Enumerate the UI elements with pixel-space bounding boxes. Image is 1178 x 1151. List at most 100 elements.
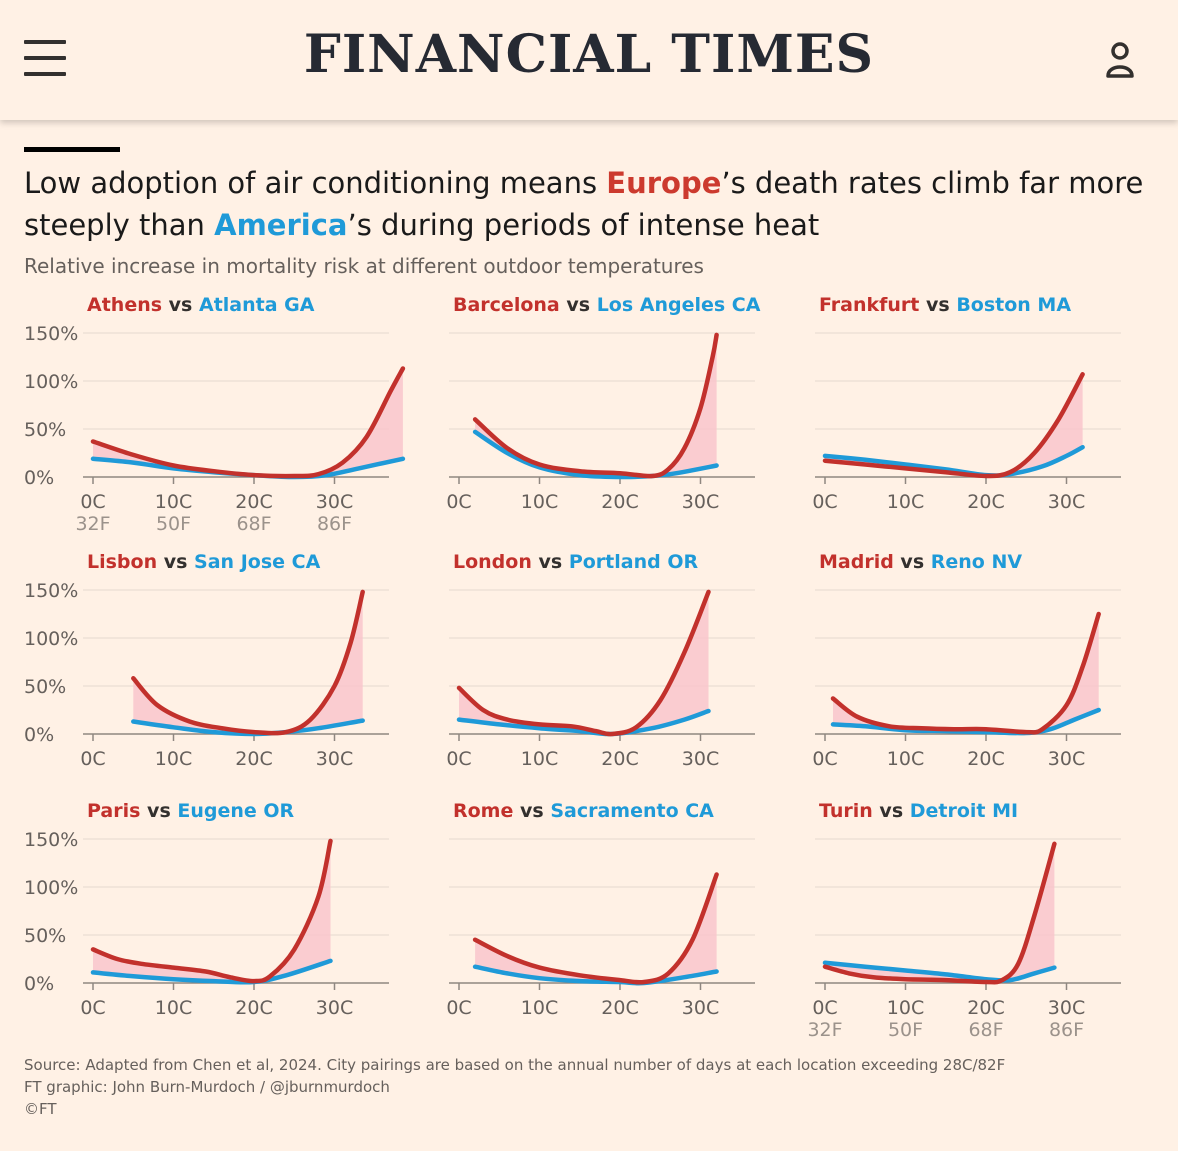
europe-series-line [472,872,719,985]
x-tick-label-c: 0C [812,997,837,1019]
chart-footer: Source: Adapted from Chen et al, 2024. C… [24,1054,1005,1120]
europe-series-line [131,589,365,736]
x-tick-label-c: 20C [601,748,638,770]
europe-series-line [472,332,719,479]
brand-logo[interactable]: FINANCIAL TIMES [303,24,875,85]
x-tick-label-c: 10C [521,491,558,513]
vs-label: vs [157,551,195,573]
panel-title: Frankfurt vs Boston MA [819,294,1071,316]
x-tick-label-c: 20C [235,491,272,513]
vs-label: vs [513,800,551,822]
vs-label: vs [872,800,910,822]
chart-headline: Low adoption of air conditioning means E… [24,162,1144,246]
europe-series-line [456,589,711,737]
us-city-label: Eugene OR [177,800,295,822]
x-tick-label-c: 0C [446,748,471,770]
us-series-line [472,964,719,986]
x-tick-label-c: 0C [80,491,105,513]
y-tick-label: 0% [24,724,54,746]
gap-area [459,591,709,735]
vs-label: vs [162,294,199,316]
y-tick-label: 100% [24,877,78,899]
y-tick-label: 150% [24,323,78,345]
headline-europe: Europe [606,166,722,200]
x-tick-label-c: 0C [812,748,837,770]
gap-area [825,843,1055,983]
europe-series-line [830,611,1101,735]
x-tick-label-c: 20C [601,997,638,1019]
us-series-line [90,958,333,985]
x-tick-label-c: 30C [682,748,719,770]
x-tick-label-c: 20C [235,997,272,1019]
panel-title: London vs Portland OR [453,551,698,573]
us-series-line [830,707,1101,736]
headline-rule [24,147,120,152]
y-tick-label: 100% [24,628,78,650]
y-tick-label: 0% [24,973,54,995]
panel-title: Lisbon vs San Jose CA [87,551,320,573]
headline-part2: ’s death rates climb far more steeply th… [24,166,1144,242]
y-tick-label: 150% [24,580,78,602]
gap-area [93,368,403,477]
y-tick-label: 50% [24,676,66,698]
europe-city-label: London [453,551,532,573]
europe-city-label: Paris [87,800,141,822]
x-tick-label-c: 30C [1048,997,1085,1019]
europe-city-label: Madrid [819,551,894,573]
x-tick-label-c: 20C [235,748,272,770]
us-city-label: San Jose CA [194,551,321,573]
x-tick-label-c: 10C [887,997,924,1019]
x-tick-label-c: 20C [967,491,1004,513]
x-tick-label-c: 0C [80,748,105,770]
x-tick-label-c: 10C [155,748,192,770]
europe-city-label: Rome [453,800,514,822]
vs-label: vs [140,800,178,822]
europe-city-label: Turin [819,800,873,822]
x-tick-label-c: 10C [155,491,192,513]
europe-city-label: Frankfurt [819,294,920,316]
us-city-label: Boston MA [956,294,1072,316]
x-tick-label-c: 10C [521,748,558,770]
x-tick-label-c: 30C [682,997,719,1019]
x-tick-label-f: 68F [236,513,271,535]
panel-title: Athens vs Atlanta GA [87,294,314,316]
x-tick-label-f: 32F [75,513,110,535]
us-city-label: Sacramento CA [550,800,714,822]
us-city-label: Los Angeles CA [596,294,761,316]
x-tick-label-f: 68F [968,1019,1003,1041]
x-tick-label-c: 10C [887,491,924,513]
x-tick-label-c: 30C [682,491,719,513]
x-tick-label-f: 50F [156,513,191,535]
gap-area [133,591,363,734]
x-tick-label-c: 0C [446,997,471,1019]
vs-label: vs [531,551,569,573]
x-tick-label-f: 86F [1049,1019,1084,1041]
y-tick-label: 100% [24,371,78,393]
graphic-credit: FT graphic: John Burn-Murdoch / @jburnmu… [24,1078,390,1096]
hamburger-menu-icon[interactable] [24,40,66,78]
x-tick-label-f: 50F [888,1019,923,1041]
us-series-line [472,429,719,480]
panel-title: Rome vs Sacramento CA [453,800,714,822]
x-tick-label-c: 20C [967,748,1004,770]
us-series-line [822,960,1057,983]
x-tick-label-c: 30C [316,491,353,513]
x-tick-label-c: 10C [521,997,558,1019]
us-city-label: Detroit MI [909,800,1019,822]
headline-america: America [214,208,348,242]
panel-title: Barcelona vs Los Angeles CA [453,294,760,316]
x-tick-label-f: 32F [807,1019,842,1041]
europe-city-label: Barcelona [453,294,560,316]
source-note: Source: Adapted from Chen et al, 2024. C… [24,1056,1006,1074]
copyright: ©FT [24,1100,57,1118]
x-tick-label-c: 30C [1048,748,1085,770]
us-city-label: Portland OR [568,551,699,573]
gap-area [475,334,717,478]
x-tick-label-c: 0C [812,491,837,513]
user-account-icon[interactable] [1100,40,1140,80]
europe-series-line [822,372,1085,479]
x-tick-label-c: 10C [887,748,924,770]
x-tick-label-c: 30C [316,748,353,770]
x-tick-label-c: 20C [967,997,1004,1019]
